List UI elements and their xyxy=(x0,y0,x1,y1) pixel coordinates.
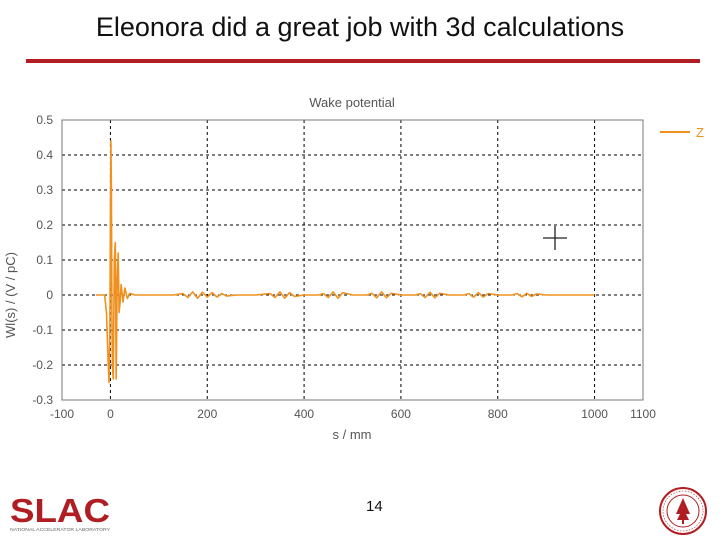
y-tick-label: 0.3 xyxy=(36,183,53,197)
y-tick-labels: -0.3 -0.2 -0.1 0 0.1 0.2 0.3 0.4 0.5 xyxy=(32,113,53,407)
y-tick-label: 0.5 xyxy=(36,113,53,127)
plot-frame xyxy=(61,119,644,401)
y-tick-label: -0.3 xyxy=(32,393,53,407)
slac-logo: SLAC NATIONAL ACCELERATOR LABORATORY xyxy=(10,493,110,532)
x-tick-label: 0 xyxy=(107,407,114,421)
x-tick-label: 800 xyxy=(488,407,508,421)
x-tick-label: 600 xyxy=(391,407,411,421)
page-number: 14 xyxy=(366,498,383,515)
series-line-Z xyxy=(95,140,595,384)
y-tick-label: 0.2 xyxy=(36,218,53,232)
legend-label: Z xyxy=(696,125,704,140)
x-tick-label: 1100 xyxy=(630,407,656,421)
slide-title: Eleonora did a great job with 3d calcula… xyxy=(95,12,625,42)
grid-layer xyxy=(62,120,643,400)
y-axis-label: Wl(s) / (V / pC) xyxy=(3,252,18,338)
slac-logo-text: SLAC xyxy=(10,493,110,529)
series-layer xyxy=(95,140,595,384)
y-tick-label: 0 xyxy=(46,288,53,302)
x-tick-label: 1000 xyxy=(581,407,608,421)
legend: Z xyxy=(660,125,704,140)
x-tick-labels: -100 0 200 400 600 800 1000 1100 xyxy=(50,407,656,421)
stanford-seal-icon xyxy=(659,487,707,535)
title-divider xyxy=(26,59,700,63)
chart-title: Wake potential xyxy=(309,95,395,110)
slac-logo-subtext: NATIONAL ACCELERATOR LABORATORY xyxy=(10,527,110,532)
y-tick-label: 0.1 xyxy=(36,253,53,267)
x-tick-label: 400 xyxy=(294,407,314,421)
x-axis-label: s / mm xyxy=(333,427,372,442)
y-tick-label: -0.2 xyxy=(32,358,53,372)
crosshair-cursor-icon xyxy=(543,226,567,250)
wake-potential-chart: Wake potential -0.3 -0.2 -0.1 0 0.1 0.2 0.3 0.4… xyxy=(3,95,704,442)
y-tick-label: -0.1 xyxy=(32,323,53,337)
x-tick-label: 200 xyxy=(197,407,217,421)
x-tick-label: -100 xyxy=(50,407,74,421)
y-tick-label: 0.4 xyxy=(36,148,53,162)
